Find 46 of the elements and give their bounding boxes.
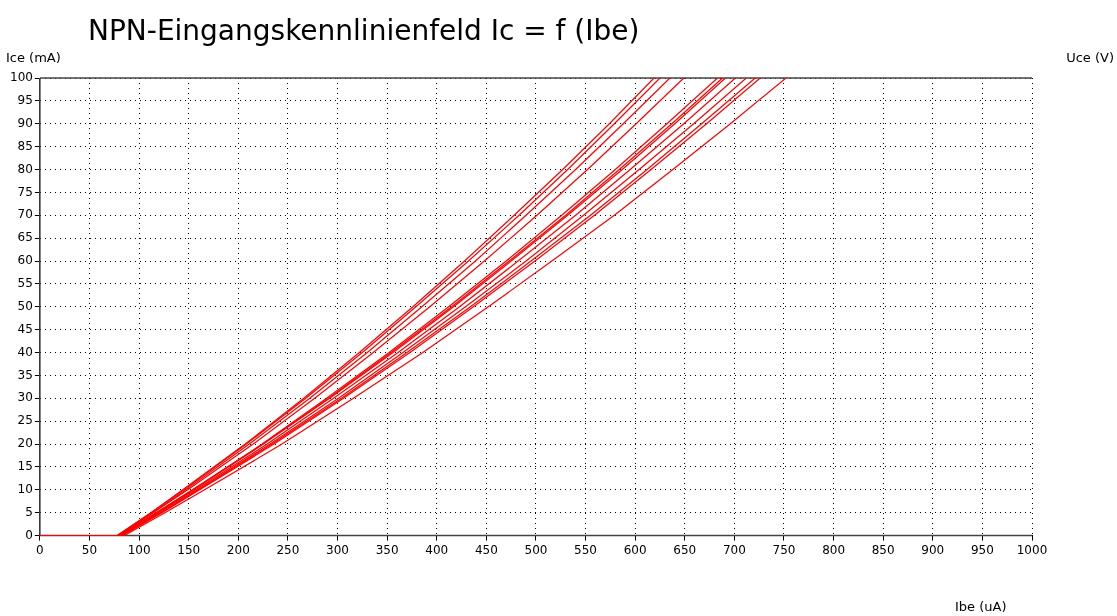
legend-title: Uce (V): [1066, 50, 1114, 65]
y-tick-label: 95: [17, 93, 33, 107]
x-tick-label: 700: [722, 542, 746, 557]
x-tick-label: 100: [127, 542, 151, 557]
y-tick-label: 10: [17, 481, 33, 496]
y-tick-label: 60: [17, 253, 33, 268]
x-tick-label: 450: [474, 542, 498, 557]
y-tick-label: 30: [17, 390, 33, 405]
x-tick-label: 900: [921, 542, 945, 557]
x-tick-label: 600: [623, 542, 647, 557]
x-axis-title: Ibe (uA): [955, 599, 1007, 614]
y-tick-label: 80: [17, 161, 33, 176]
x-tick-label: 800: [822, 542, 846, 557]
y-tick-label: 65: [17, 230, 33, 245]
y-tick-label: 50: [17, 298, 33, 313]
x-tick-label: 0: [36, 542, 44, 557]
x-tick-label: 150: [177, 542, 201, 557]
x-tick-label: 550: [574, 542, 598, 557]
x-tick-label: 750: [772, 542, 796, 557]
x-tick-label: 950: [970, 542, 994, 557]
y-tick-label: 40: [17, 344, 33, 359]
y-tick-label: 55: [17, 276, 33, 291]
y-tick-label: 100: [10, 70, 33, 85]
x-tick-label: 350: [375, 542, 399, 557]
x-tick-label: 250: [276, 542, 300, 557]
y-axis-title: Ice (mA): [6, 50, 61, 65]
y-tick-label: 85: [17, 138, 33, 153]
x-tick-label: 200: [226, 542, 250, 557]
y-tick-label: 90: [17, 115, 33, 130]
x-tick-label: 850: [871, 542, 895, 557]
y-tick-label: 25: [17, 413, 33, 428]
y-tick-label: 45: [17, 321, 33, 336]
y-tick-label: 75: [17, 184, 33, 199]
chart-title: NPN-Eingangskennlinienfeld Ic = f (Ibe): [88, 14, 640, 47]
y-tick-label: 35: [17, 367, 33, 382]
y-tick-label: 20: [17, 436, 33, 451]
y-tick-label: 0: [25, 527, 33, 542]
x-tick-label: 300: [326, 542, 349, 557]
y-tick-label: 70: [17, 207, 33, 222]
y-tick-label: 5: [25, 504, 33, 519]
x-tick-label: 400: [425, 542, 449, 557]
x-tick-label: 1000: [1016, 542, 1048, 557]
y-tick-label: 15: [17, 459, 33, 474]
x-tick-label: 50: [81, 542, 98, 557]
x-tick-label: 650: [673, 542, 697, 557]
x-tick-label: 500: [524, 542, 548, 557]
